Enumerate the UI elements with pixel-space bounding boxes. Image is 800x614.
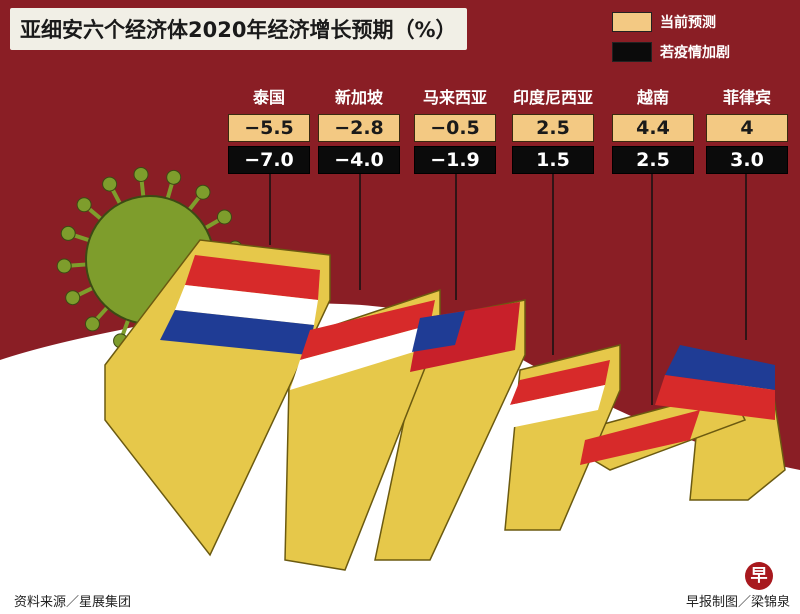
- column-6: 菲律宾 4 3.0: [706, 86, 788, 174]
- flag-philippines: [655, 375, 775, 420]
- column-3: 马来西亚 −0.5 −1.9: [414, 86, 496, 174]
- baseline-value: −0.5: [414, 114, 496, 142]
- flag-vietnam: [580, 410, 700, 465]
- virus-spike-tip: [84, 316, 100, 332]
- virus-spike-tip: [60, 225, 76, 241]
- virus-spike-tip: [65, 290, 81, 306]
- country-label: 菲律宾: [722, 88, 771, 107]
- baseline-value: 2.5: [512, 114, 594, 142]
- legend-label-baseline: 当前预测: [660, 15, 716, 31]
- legend-label-worse: 若疫情加剧: [660, 45, 730, 61]
- column-1: 泰国 −5.5 −7.0: [228, 86, 310, 174]
- flag-thailand: [175, 285, 318, 325]
- legend-item-baseline: 当前预测: [612, 10, 792, 34]
- flag-thailand: [185, 255, 320, 300]
- country-label: 印度尼西亚: [512, 88, 593, 107]
- source-note: 资料来源／星展集团: [14, 595, 132, 610]
- flag-singapore: [300, 300, 435, 360]
- legend-item-worse: 若疫情加剧: [612, 40, 792, 64]
- virus-spike-tip: [133, 166, 149, 182]
- column-2: 新加坡 −2.8 −4.0: [318, 86, 400, 174]
- virus-spike-tip: [76, 197, 92, 213]
- legend-swatch-baseline: [612, 12, 652, 32]
- virus-spike-tip: [102, 176, 118, 192]
- legend: 当前预测 若疫情加剧: [612, 10, 792, 70]
- baseline-value: −2.8: [318, 114, 400, 142]
- virus-spike-tip: [195, 184, 211, 200]
- worse-case-value: 3.0: [706, 146, 788, 174]
- country-label: 马来西亚: [422, 88, 487, 107]
- worse-case-value: 1.5: [512, 146, 594, 174]
- worse-case-value: −7.0: [228, 146, 310, 174]
- baseline-value: 4: [706, 114, 788, 142]
- worse-case-value: 2.5: [612, 146, 694, 174]
- country-label: 新加坡: [334, 88, 383, 107]
- virus-spike-tip: [216, 209, 232, 225]
- column-4: 印度尼西亚 2.5 1.5: [512, 86, 594, 174]
- column-5: 越南 4.4 2.5: [612, 86, 694, 174]
- virus-spike-tip: [56, 258, 72, 274]
- legend-swatch-worse: [612, 42, 652, 62]
- flag-indonesia: [500, 385, 605, 430]
- flag-indonesia: [510, 360, 610, 405]
- worse-case-value: −1.9: [414, 146, 496, 174]
- worse-case-value: −4.0: [318, 146, 400, 174]
- baseline-value: −5.5: [228, 114, 310, 142]
- flag-singapore: [290, 325, 430, 390]
- baseline-value: 4.4: [612, 114, 694, 142]
- credit-note: 早报制图／梁锦泉: [685, 595, 790, 610]
- flag-thailand: [160, 310, 314, 355]
- zaobao-logo: 早: [745, 562, 773, 590]
- domino-block: [374, 299, 526, 561]
- country-label: 泰国: [252, 88, 285, 107]
- flag-malaysia: [412, 311, 465, 352]
- virus-spike-tip: [166, 169, 182, 185]
- country-label: 越南: [636, 88, 669, 107]
- chart-title: 亚细安六个经济体2020年经济增长预期（%）: [10, 8, 467, 50]
